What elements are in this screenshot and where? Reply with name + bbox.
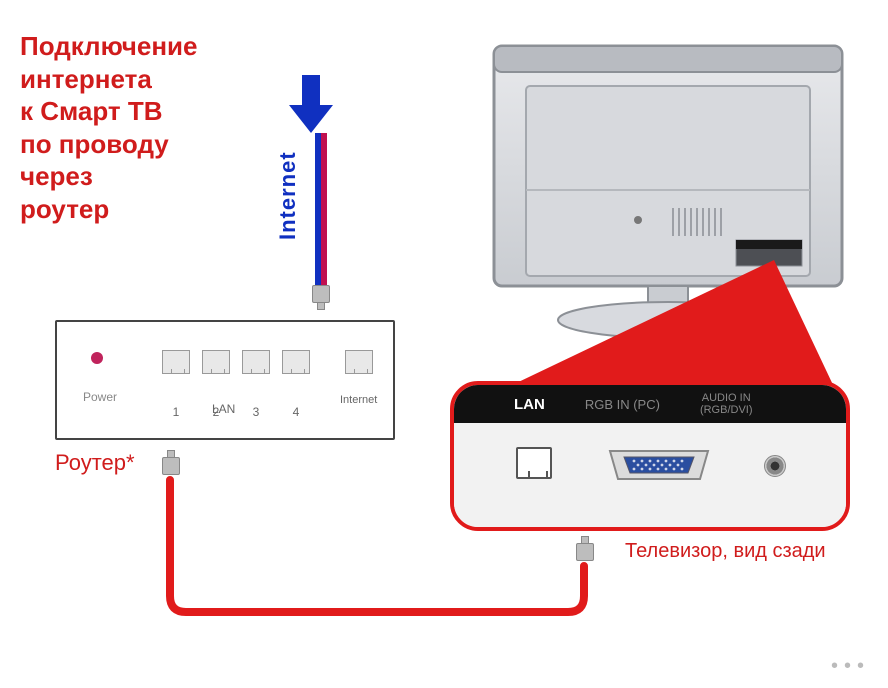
power-led-icon [91,352,103,364]
audio-port-label: AUDIO IN (RGB/DVI) [700,392,753,416]
audio-label-line1: AUDIO IN [702,392,751,404]
lan-port-3 [242,350,270,374]
tv-label: Телевизор, вид сзади [625,540,826,563]
diagram-title: Подключение интернета к Смарт ТВ по пров… [20,30,198,225]
ellipsis-decor: ••• [831,655,870,678]
arrow-head [289,105,333,133]
vga-port-icon [604,445,714,485]
port-panel [454,423,846,531]
tv-rear-view [488,40,848,340]
router: Power 1 2 3 4 LAN Internet [55,320,395,440]
port-num-3: 3 [242,405,270,419]
internet-label: Internet [275,151,301,240]
lan-port-label: LAN [514,396,545,413]
power-label: Power [83,390,117,404]
arrow-shaft [302,75,320,105]
audio-jack-icon [764,455,786,477]
lan-group-label: LAN [212,402,235,416]
rgb-port-label: RGB IN (PC) [585,397,660,412]
lan-port-1 [162,350,190,374]
tv-ports-callout: LAN RGB IN (PC) AUDIO IN (RGB/DVI) [450,381,850,531]
internet-cable-inner [321,133,327,285]
rj45-plug-tv-icon [574,536,596,562]
lan-port-4 [282,350,310,374]
router-internet-label: Internet [340,394,377,406]
port-num-4: 4 [282,405,310,419]
rj45-plug-internet-icon [310,285,332,311]
port-label-strip: LAN RGB IN (PC) AUDIO IN (RGB/DVI) [454,385,846,423]
router-internet-port [345,350,373,374]
rj45-plug-router-icon [160,450,182,476]
lan-port-2 [202,350,230,374]
tv-lan-port [516,447,552,479]
port-num-1: 1 [162,405,190,419]
router-label: Роутер* [55,450,135,476]
lan-ports: 1 2 3 4 [162,350,310,374]
audio-label-line2: (RGB/DVI) [700,404,753,416]
